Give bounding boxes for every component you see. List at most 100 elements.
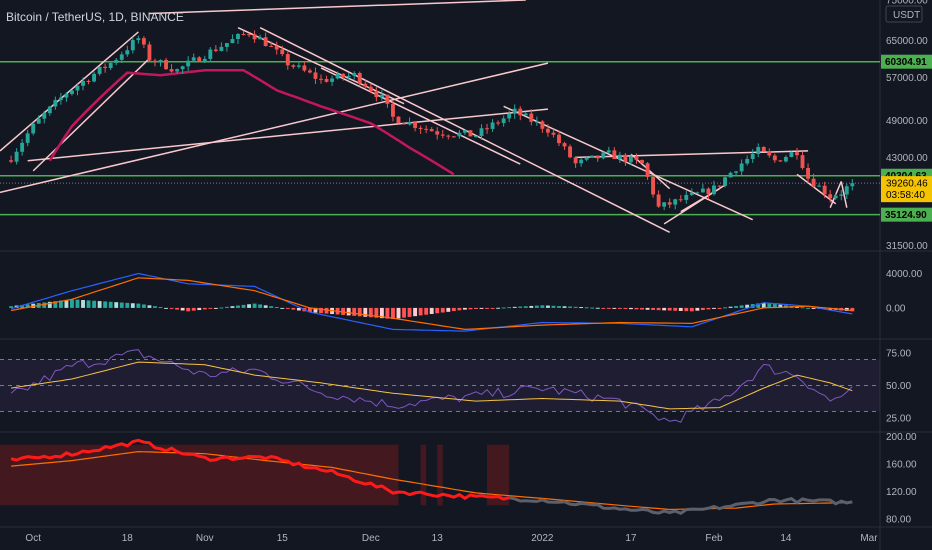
candle-body xyxy=(319,78,323,80)
macd-histogram-bar xyxy=(706,307,711,310)
macd-histogram-bar xyxy=(617,307,622,309)
macd-histogram-bar xyxy=(695,307,700,311)
candle-body xyxy=(213,49,218,51)
candle-body xyxy=(25,133,30,143)
candle-body xyxy=(695,192,700,194)
rsi-tick-label: 75.00 xyxy=(886,349,911,360)
macd-histogram-bar xyxy=(180,307,185,311)
candle-body xyxy=(844,186,849,195)
candle-body xyxy=(462,130,467,133)
candle-body xyxy=(822,185,827,195)
macd-histogram-bar xyxy=(568,306,572,308)
macd-histogram-bar xyxy=(308,307,312,313)
macd-histogram-bar xyxy=(761,302,766,308)
macd-histogram-bar xyxy=(645,307,650,310)
macd-histogram-bar xyxy=(368,307,373,318)
macd-histogram-bar xyxy=(119,302,124,308)
time-tick-label: Nov xyxy=(196,533,214,544)
candle-body xyxy=(457,132,462,137)
macd-histogram-bar xyxy=(590,307,595,309)
macd-histogram-bar xyxy=(230,306,235,308)
macd-histogram-bar xyxy=(656,307,661,311)
macd-histogram-bar xyxy=(512,306,517,308)
candle-body xyxy=(180,66,185,70)
macd-histogram-bar xyxy=(263,305,268,308)
rsi-ma-line xyxy=(11,361,853,410)
macd-histogram-bar xyxy=(689,307,694,312)
macd-histogram-bar xyxy=(651,307,656,310)
macd-histogram-bar xyxy=(285,307,290,309)
candle-body xyxy=(341,73,346,78)
macd-histogram-bar xyxy=(612,307,617,309)
macd-histogram-bar xyxy=(197,307,202,311)
horizontal-levels[interactable] xyxy=(0,60,880,216)
macd-histogram-bar xyxy=(662,307,667,311)
time-tick-label: Mar xyxy=(860,533,878,544)
candle-body xyxy=(662,202,667,207)
macd-tick-label: 0.00 xyxy=(886,303,906,314)
candle-body xyxy=(673,199,678,205)
candle-body xyxy=(778,160,783,162)
ma-line xyxy=(48,69,455,176)
candle-body xyxy=(352,73,357,76)
candle-body xyxy=(296,65,301,67)
candle-body xyxy=(197,57,202,62)
price-axis[interactable]: 75000.00 65000.00 57000.00 49000.00 43000.00… xyxy=(881,0,932,526)
price-level-label: 35124.90 xyxy=(885,210,927,221)
current-price-label: 39260.46 xyxy=(886,179,928,190)
macd-histogram-bar xyxy=(523,306,528,308)
candle-body xyxy=(75,85,80,91)
candle-body xyxy=(202,58,207,62)
macd-histogram-bar xyxy=(440,307,445,313)
candle-body xyxy=(529,113,534,122)
indicator-tick-label: 200.00 xyxy=(886,432,917,443)
macd-histogram-bar xyxy=(42,302,47,308)
candle-body xyxy=(330,78,335,82)
macd-histogram-bar xyxy=(125,302,130,308)
time-tick-label: 15 xyxy=(277,533,289,544)
macd-histogram-bar xyxy=(429,307,434,314)
time-tick-label: Oct xyxy=(25,533,41,544)
time-tick-label: Feb xyxy=(705,533,723,544)
candle-body xyxy=(47,106,52,114)
candle-body xyxy=(595,155,600,159)
macd-histogram-bar xyxy=(734,306,739,308)
macd-histogram-bar xyxy=(667,307,672,311)
candle-body xyxy=(584,157,589,160)
time-tick-label: 18 xyxy=(122,533,134,544)
candle-body xyxy=(64,94,69,98)
candle-body xyxy=(236,34,240,40)
macd-histogram-bar xyxy=(474,307,478,310)
trendlines[interactable] xyxy=(0,0,848,233)
chart-title: Bitcoin / TetherUS, 1D, BINANCE xyxy=(6,10,184,24)
time-tick-label: 17 xyxy=(625,533,637,544)
price-tick-label: 75000.00 xyxy=(886,0,928,7)
candle-body xyxy=(501,118,506,123)
indicator-tick-label: 160.00 xyxy=(886,460,917,471)
macd-histogram-bar xyxy=(806,307,810,309)
macd-histogram-bar xyxy=(208,307,213,309)
macd-histogram-bar xyxy=(562,306,567,308)
candle-body xyxy=(31,123,36,134)
candle-body xyxy=(706,188,711,195)
macd-histogram-bar xyxy=(700,307,705,311)
candle-body xyxy=(496,122,501,124)
candle-body xyxy=(274,46,279,50)
candle-body xyxy=(689,192,694,195)
macd-histogram-bar xyxy=(58,300,63,308)
price-tick-label: 65000.00 xyxy=(886,36,928,47)
currency-box xyxy=(885,5,923,23)
candle-body xyxy=(728,172,733,178)
time-axis[interactable]: Oct 18 Nov 15 Dec 13 2022 17 Feb 14 Mar xyxy=(25,533,878,544)
macd-histogram-bar xyxy=(606,307,611,309)
macd-histogram-bar xyxy=(573,306,578,308)
macd-signal-line xyxy=(10,277,853,331)
candle-body xyxy=(518,108,523,116)
candle-body xyxy=(800,155,805,168)
macd-histogram-bar xyxy=(374,307,379,318)
indicator-tick-label: 80.00 xyxy=(886,515,911,526)
macd-histogram-bar xyxy=(407,307,412,317)
macd-histogram-bar xyxy=(756,303,761,308)
candle-body xyxy=(153,60,157,63)
